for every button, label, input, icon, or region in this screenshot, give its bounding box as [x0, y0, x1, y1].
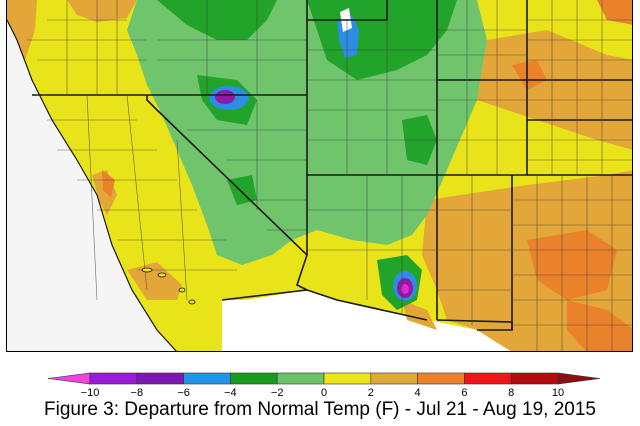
legend-bin: [417, 372, 465, 385]
legend-bin: [89, 372, 138, 385]
legend-tick-label: −4: [224, 387, 237, 399]
legend-bin: [230, 372, 278, 385]
hot-zones: [102, 0, 632, 351]
se-arizona-magenta: [401, 284, 409, 294]
central-nevada-purple: [215, 90, 235, 104]
legend-tick-label: 6: [461, 387, 467, 399]
legend-bin: [464, 372, 512, 385]
legend-bin: [323, 372, 372, 385]
legend-tick-label: −8: [131, 387, 144, 399]
color-legend: −10 −8 −6 −4 −2 0 2 4 6 8 10: [38, 370, 601, 400]
figure-caption: Figure 3: Departure from Normal Temp (F)…: [44, 399, 596, 420]
county-lines: [27, 0, 632, 351]
legend-bin: [510, 372, 559, 385]
legend-tick-label: 0: [321, 387, 327, 399]
legend-bin: [276, 372, 325, 385]
legend-bin: [136, 372, 184, 385]
mexico: [222, 290, 511, 351]
legend-high-arrow: [557, 372, 601, 385]
temperature-departure-map: [6, 0, 633, 352]
legend-svg: −10 −8 −6 −4 −2 0 2 4 6 8 10: [47, 372, 601, 399]
legend-low-arrow: [47, 372, 91, 385]
legend-bin: [370, 372, 418, 385]
state-borders: [32, 0, 632, 331]
map-svg: [7, 0, 632, 351]
legend-tick-label: −2: [271, 387, 284, 399]
legend-tick-label: −10: [81, 387, 100, 399]
legend-tick-label: −6: [177, 387, 190, 399]
legend-bin: [183, 372, 231, 385]
channel-islands: [141, 267, 196, 305]
pacific-coastline: [7, 19, 177, 351]
legend-tick-label: 8: [508, 387, 514, 399]
legend-tick-label: 2: [368, 387, 374, 399]
legend-tick-label: 4: [415, 387, 421, 399]
legend-tick-label: 10: [552, 387, 564, 399]
